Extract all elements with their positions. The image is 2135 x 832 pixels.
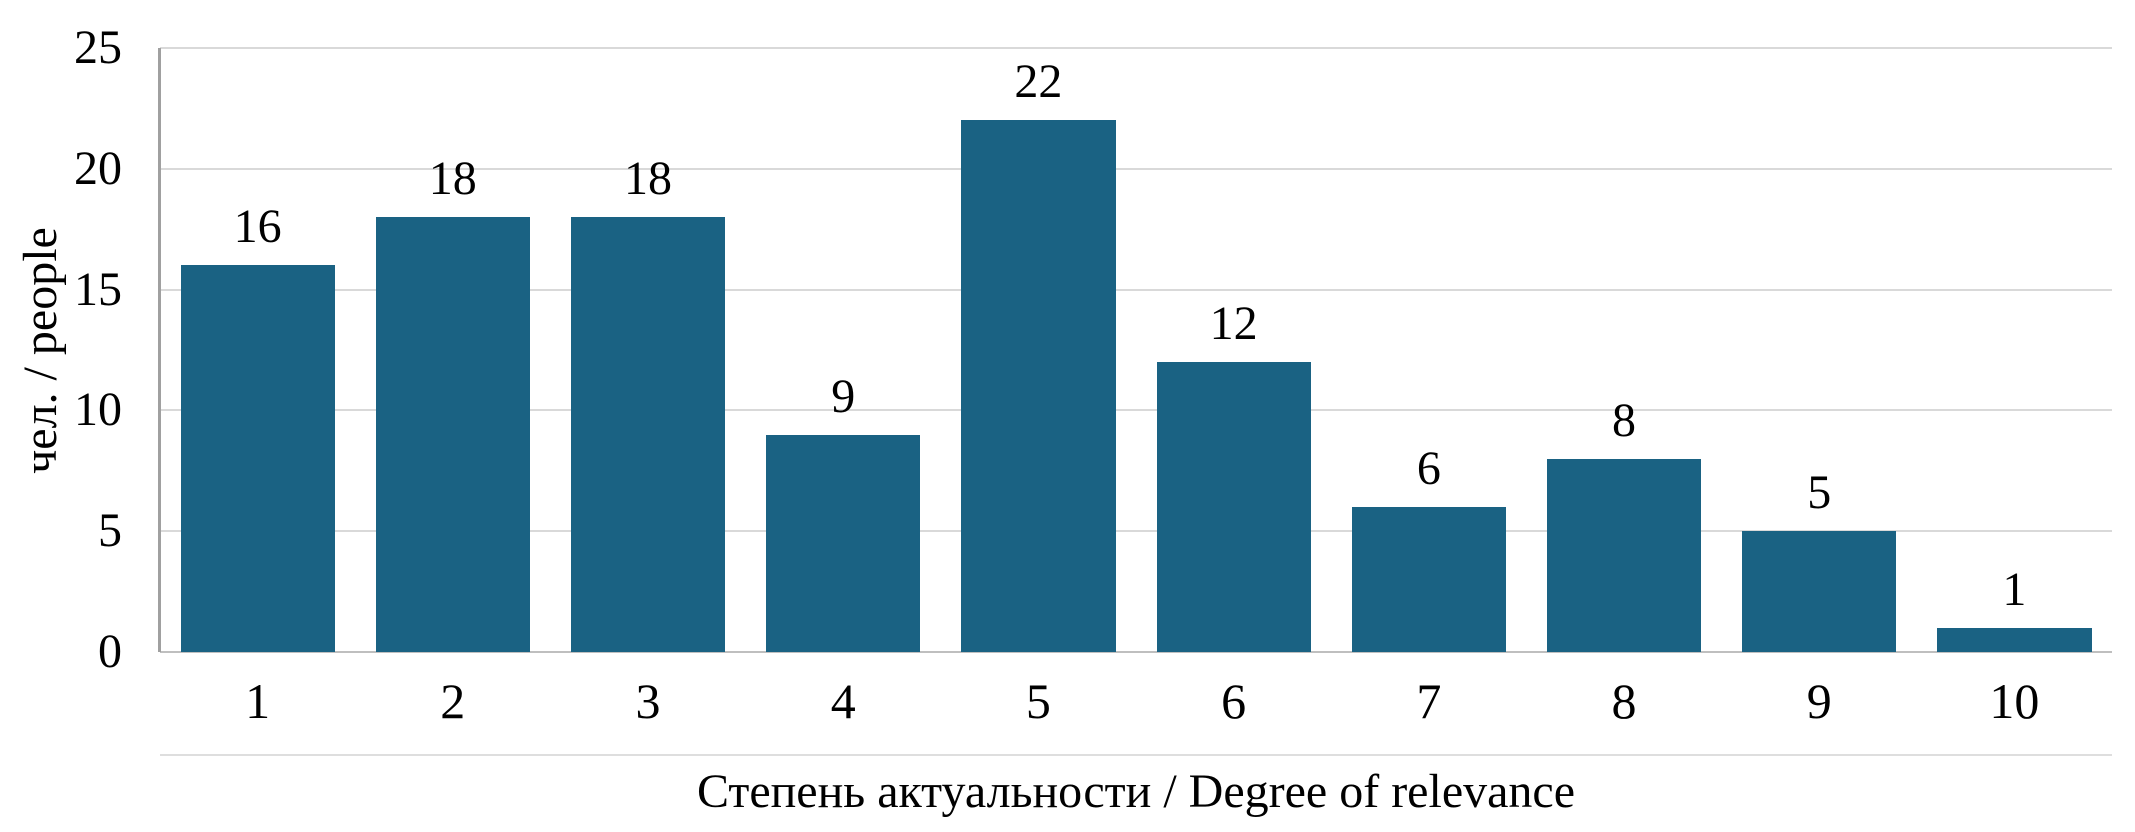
y-tick-label-5: 5	[98, 504, 122, 558]
gridline-10	[160, 409, 2112, 412]
x-tick-label-6: 6	[1221, 673, 1247, 729]
y-tick-label-15: 15	[74, 262, 122, 316]
x-tick-label-10: 10	[1989, 673, 2040, 729]
bar-value-label-7: 6	[1416, 442, 1441, 496]
bar-slot-7: 6	[1331, 48, 1526, 652]
bar-slot-8: 8	[1526, 48, 1721, 652]
gridline-25	[160, 47, 2112, 49]
bar-3	[570, 217, 726, 652]
y-tick-label-20: 20	[74, 141, 122, 195]
bar-slot-4: 9	[746, 48, 941, 652]
bar-slot-3: 18	[550, 48, 745, 652]
x-axis-title-text: Степень актуальности / Degree of relevan…	[696, 765, 1576, 818]
bar-value-label-10: 1	[2002, 562, 2027, 616]
bar-slot-1: 16	[160, 48, 355, 652]
gridline-15	[160, 288, 2112, 291]
y-tick-label-0: 0	[98, 625, 122, 678]
bar-6	[1156, 362, 1311, 652]
bar-slot-2: 18	[355, 48, 550, 652]
y-axis-tick-labels: 0 5 10 15 20 25	[0, 24, 140, 676]
gridline-0	[160, 651, 2112, 653]
x-tick-label-7: 7	[1416, 673, 1442, 729]
bar-10	[1937, 627, 2092, 652]
bar-slot-6: 12	[1136, 48, 1331, 652]
bar-5	[961, 120, 1116, 652]
x-tick-label-1: 1	[245, 673, 271, 729]
bar-value-label-8: 8	[1612, 393, 1637, 447]
bar-slot-10: 1	[1917, 48, 2112, 652]
x-tick-label-2: 2	[440, 673, 466, 729]
bar-slot-5: 22	[941, 48, 1136, 652]
bar-1	[180, 265, 335, 652]
bar-value-label-6: 12	[1209, 297, 1258, 351]
bar-value-label-2: 18	[428, 152, 477, 206]
x-axis-tick-labels: 1 2 3 4 5 6 7 8 9 10	[160, 656, 2112, 756]
x-tick-label-4: 4	[830, 673, 856, 729]
plot-area: 16 18 18 9 22 12 6 8 5 1	[158, 47, 2112, 653]
bar-value-label-1: 16	[233, 200, 282, 254]
x-axis-title: Степень актуальности / Degree of relevan…	[160, 765, 2112, 819]
bar-8	[1546, 458, 1702, 652]
x-tick-label-3: 3	[635, 673, 661, 729]
x-tick-label-8: 8	[1611, 673, 1637, 729]
y-tick-label-25: 25	[74, 21, 122, 74]
bar-9	[1742, 531, 1897, 652]
bar-7	[1351, 507, 1506, 652]
bar-value-label-4: 9	[831, 369, 856, 423]
gridline-20	[160, 167, 2112, 170]
bar-value-label-9: 5	[1807, 466, 1832, 520]
bars-container: 16 18 18 9 22 12 6 8 5 1	[160, 48, 2112, 652]
bar-2	[375, 217, 530, 652]
bar-value-label-5: 22	[1014, 55, 1063, 109]
y-tick-label-10: 10	[74, 383, 122, 437]
y-axis-line	[158, 48, 161, 652]
bar-slot-9: 5	[1722, 48, 1917, 652]
x-tick-label-9: 9	[1806, 673, 1832, 729]
bar-value-label-3: 18	[624, 152, 672, 206]
gridline-5	[160, 530, 2112, 533]
bar-4	[766, 434, 921, 652]
x-tick-label-5: 5	[1025, 673, 1051, 729]
